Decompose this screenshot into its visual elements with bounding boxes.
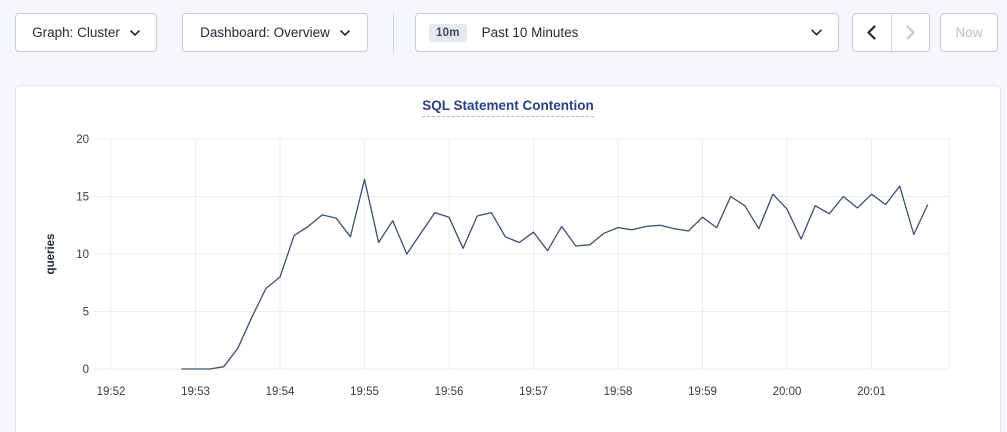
svg-text:20:01: 20:01 <box>857 386 886 398</box>
time-range-label: Past 10 Minutes <box>481 25 579 40</box>
chevron-left-icon <box>867 25 876 40</box>
toolbar-divider <box>393 12 394 53</box>
svg-text:10: 10 <box>76 249 89 261</box>
now-button[interactable]: Now <box>940 13 998 52</box>
time-forward-button[interactable] <box>890 14 930 51</box>
svg-text:19:57: 19:57 <box>519 386 548 398</box>
chevron-down-icon <box>130 29 140 36</box>
svg-text:queries: queries <box>45 234 57 275</box>
chevron-down-icon <box>811 29 822 36</box>
svg-text:20: 20 <box>76 134 89 146</box>
svg-text:19:58: 19:58 <box>604 386 633 398</box>
graph-dropdown-label: Graph: Cluster <box>32 25 120 40</box>
svg-text:19:54: 19:54 <box>266 386 295 398</box>
chart-title[interactable]: SQL Statement Contention <box>422 98 594 117</box>
svg-text:5: 5 <box>83 307 89 319</box>
svg-text:19:53: 19:53 <box>181 386 210 398</box>
chevron-down-icon <box>340 29 350 36</box>
dashboard-dropdown[interactable]: Dashboard: Overview <box>182 13 368 52</box>
time-range-dropdown[interactable]: 10m Past 10 Minutes <box>415 13 839 52</box>
svg-text:0: 0 <box>83 364 89 376</box>
dashboard-dropdown-label: Dashboard: Overview <box>200 25 330 40</box>
svg-text:15: 15 <box>76 192 89 204</box>
time-step-button-group <box>852 13 930 52</box>
chevron-right-icon <box>906 25 915 40</box>
now-button-label: Now <box>955 25 983 40</box>
time-range-badge: 10m <box>429 23 467 42</box>
svg-text:20:00: 20:00 <box>773 386 802 398</box>
svg-text:19:59: 19:59 <box>688 386 717 398</box>
time-back-button[interactable] <box>853 14 891 51</box>
sql-statement-contention-chart: 0 5 10 15 20 19:52 19:53 19:54 19:55 19:56 19:57 19… <box>45 134 950 398</box>
chart-card: 0 5 10 15 20 19:52 19:53 19:54 19:55 19:56 19:57 19… <box>15 85 1001 432</box>
toolbar: Graph: Cluster Dashboard: Overview 10m P… <box>0 0 1007 68</box>
svg-text:19:55: 19:55 <box>350 386 379 398</box>
svg-text:19:52: 19:52 <box>97 386 126 398</box>
svg-text:19:56: 19:56 <box>435 386 464 398</box>
chart-title-row: SQL Statement Contention <box>16 98 1000 117</box>
graph-dropdown[interactable]: Graph: Cluster <box>15 13 157 52</box>
